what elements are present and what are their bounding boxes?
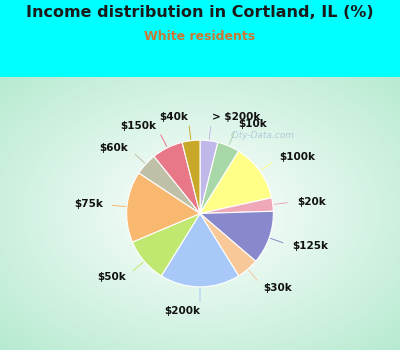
Text: $10k: $10k [238,119,267,129]
Wedge shape [200,211,273,261]
Text: White residents: White residents [144,30,256,43]
Wedge shape [161,214,239,287]
Text: $30k: $30k [264,282,292,293]
Text: $150k: $150k [120,121,156,131]
Wedge shape [200,151,272,214]
Text: $200k: $200k [164,306,200,316]
Wedge shape [127,173,200,242]
Wedge shape [154,142,200,214]
Text: $60k: $60k [99,143,128,153]
Text: $100k: $100k [280,152,316,162]
Text: $125k: $125k [292,241,328,251]
Wedge shape [200,142,239,214]
Text: Income distribution in Cortland, IL (%): Income distribution in Cortland, IL (%) [26,5,374,20]
Text: $20k: $20k [297,196,326,206]
Wedge shape [200,214,256,276]
Wedge shape [200,140,218,214]
Text: $75k: $75k [74,199,103,210]
Text: $40k: $40k [159,112,188,122]
Text: City-Data.com: City-Data.com [231,131,295,140]
Text: $50k: $50k [97,272,126,282]
Wedge shape [139,156,200,214]
Wedge shape [132,214,200,276]
Text: > $200k: > $200k [212,112,260,122]
Wedge shape [182,140,200,214]
Wedge shape [200,198,273,214]
